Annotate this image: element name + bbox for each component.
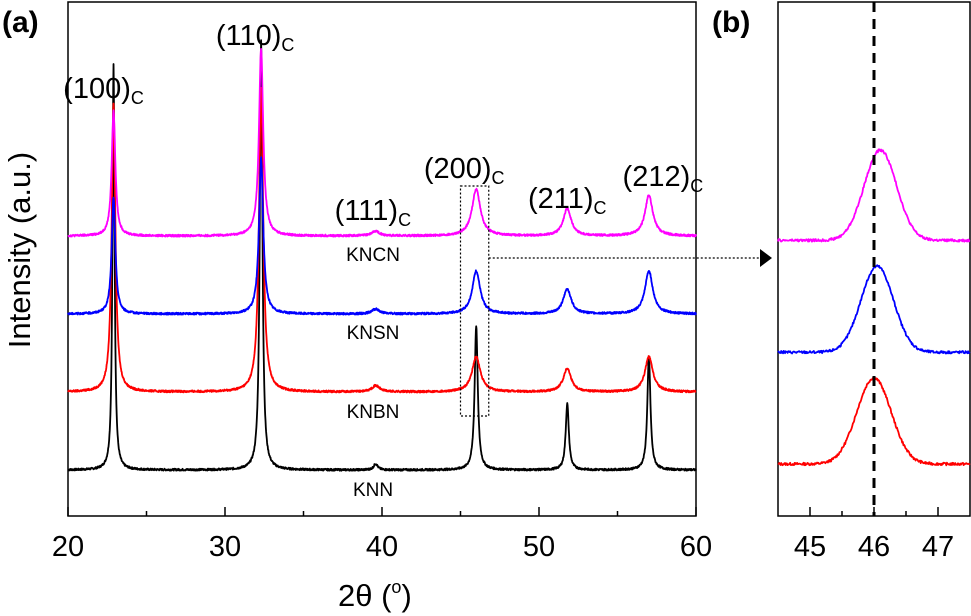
- sample-label-knn: KNN: [353, 480, 393, 501]
- x-tick-label: 46: [858, 531, 890, 563]
- series-line-knbn: [67, 86, 697, 394]
- panel-label-b: (b): [712, 6, 750, 39]
- series-line-knn: [67, 39, 697, 472]
- sample-label-kncn: KNCN: [346, 245, 400, 266]
- x-axis-title: 2θ (o): [338, 577, 412, 613]
- peak-label: (212)C: [623, 161, 704, 196]
- panel-b-x-ticks: 45 46 47: [794, 507, 954, 563]
- x-tick-label: 20: [52, 531, 84, 563]
- sample-label-knsn: KNSN: [347, 323, 400, 344]
- panel-a-x-ticks: 20 30 40 50 60: [52, 507, 712, 563]
- sample-label-knbn: KNBN: [347, 402, 400, 423]
- series-line-knsn: [67, 156, 697, 316]
- panel-a-series: [67, 39, 697, 472]
- x-tick-label: 45: [794, 531, 826, 563]
- zoom-arrow-head: [760, 249, 772, 267]
- peak-label: (111)C: [335, 195, 411, 230]
- panel-a-peak-labels: (100)C (110)C (111)C (200)C (211)C (212)C: [63, 20, 703, 230]
- y-axis-title: Intensity (a.u.): [2, 152, 37, 348]
- panel-label-a: (a): [2, 6, 39, 39]
- peak-label: (100)C: [63, 73, 144, 108]
- peak-label: (211)C: [528, 183, 607, 218]
- x-tick-label: 40: [366, 531, 398, 563]
- panel-a-sample-labels: KNN KNBN KNSN KNCN: [346, 245, 400, 501]
- x-tick-label: 47: [922, 531, 954, 563]
- x-tick-label: 50: [523, 531, 555, 563]
- series-line-kncn: [67, 47, 697, 238]
- x-tick-label: 60: [680, 531, 712, 563]
- highlight-box: [459, 185, 490, 417]
- x-tick-label: 30: [209, 531, 241, 563]
- peak-label: (110)C: [216, 20, 295, 55]
- zoom-line-knsn: [777, 264, 971, 355]
- peak-label: (200)C: [424, 153, 505, 188]
